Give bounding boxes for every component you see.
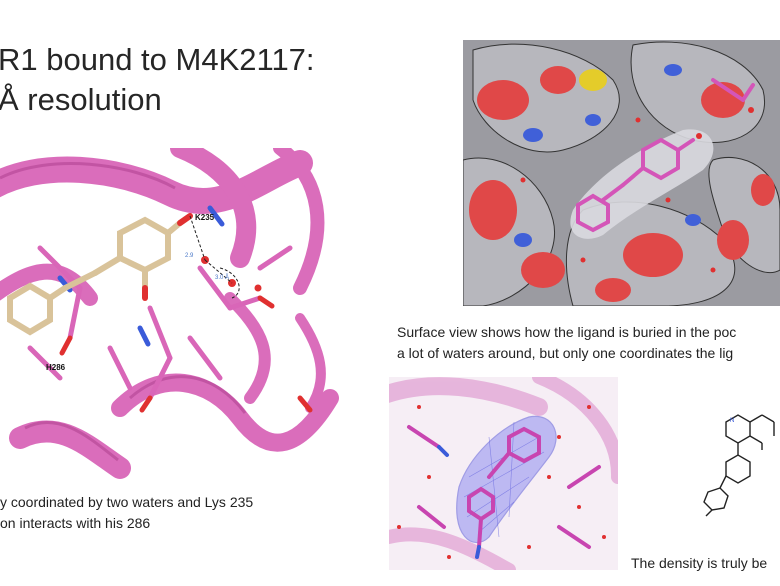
title-line-2: Å resolution <box>0 82 162 117</box>
slide-title: R1 bound to M4K2117: Å resolution <box>0 40 315 120</box>
left-caption: y coordinated by two waters and Lys 235 … <box>0 492 253 534</box>
left-caption-line-1: y coordinated by two waters and Lys 235 <box>0 494 254 510</box>
distance-label-2: 3.0 Å <box>215 274 229 281</box>
left-caption-line-2: on interacts with his 286 <box>0 515 151 531</box>
binding-site-structure-image: K235 H286 2.9 3.0 Å <box>0 148 344 482</box>
distance-label-1: 2.9 <box>185 253 194 259</box>
residue-label-lys235: K235 <box>195 213 215 222</box>
density-render <box>389 377 618 570</box>
residue-label-his286: H286 <box>46 363 66 372</box>
nitrogen-atom-label: N <box>730 418 734 424</box>
surface-render <box>463 40 780 306</box>
electron-density-image <box>389 377 618 570</box>
chemical-structure-drawing: N <box>703 414 775 517</box>
density-caption: The density is truly be <box>631 553 767 574</box>
surface-view-image <box>463 40 780 306</box>
surface-caption-line-2: a lot of waters around, but only one coo… <box>397 345 734 361</box>
surface-caption-line-1: Surface view shows how the ligand is bur… <box>397 324 737 340</box>
title-line-1: R1 bound to M4K2117: <box>0 42 315 77</box>
density-caption-line: The density is truly be <box>631 555 768 571</box>
binding-site-render: K235 H286 2.9 3.0 Å <box>0 148 344 482</box>
ligand-2d-structure: N <box>690 400 780 520</box>
surface-caption: Surface view shows how the ligand is bur… <box>397 322 736 364</box>
